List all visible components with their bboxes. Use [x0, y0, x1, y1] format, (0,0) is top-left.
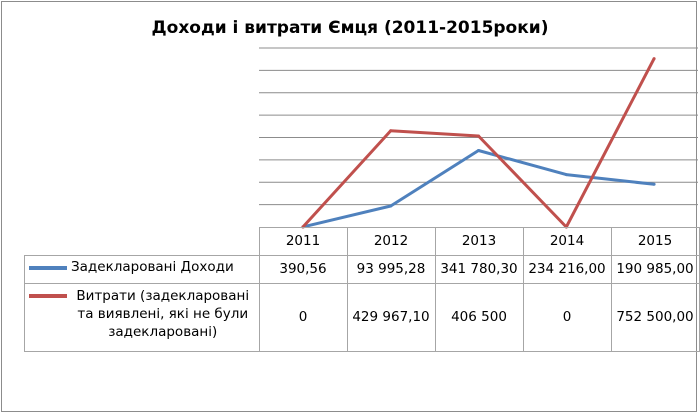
data-label: 390,56 [258, 254, 348, 284]
category-label: 2013 [434, 227, 524, 256]
data-point [477, 149, 480, 153]
data-label: 234 216,00 [522, 254, 612, 284]
data-table: 2011 2012 2013 2014 2015 Задекларовані Д… [24, 227, 700, 352]
category-label: 2011 [258, 227, 348, 256]
data-label: 0 [258, 282, 348, 352]
series-line-expenses [301, 57, 656, 229]
data-label: 0 [522, 282, 612, 352]
legend-label-income: Задекларовані Доходи [71, 258, 234, 275]
legend-line-expenses-icon [29, 293, 67, 298]
table-corner [24, 227, 260, 256]
data-label: 429 967,10 [346, 282, 436, 352]
data-point [652, 57, 656, 61]
data-label: 341 780,30 [434, 254, 524, 284]
category-row: 2011 2012 2013 2014 2015 [24, 227, 700, 256]
legend-entry-expenses: Витрати (задекларовані та виявлені, які … [24, 282, 260, 352]
category-label: 2015 [610, 227, 700, 256]
category-label: 2014 [522, 227, 612, 256]
data-label: 93 995,28 [346, 254, 436, 284]
legend-entry-income: Задекларовані Доходи [24, 254, 260, 284]
legend-line-income-icon [29, 265, 67, 270]
chart-title: Доходи і витрати Ємця (2011-2015роки) [151, 18, 549, 38]
data-point [564, 173, 568, 177]
data-point [652, 182, 656, 186]
data-point [389, 129, 393, 133]
data-label: 406 500 [434, 282, 524, 352]
series-row-income: Задекларовані Доходи 390,56 93 995,28 34… [24, 254, 700, 284]
series-row-expenses: Витрати (задекларовані та виявлені, які … [24, 282, 700, 352]
data-label: 190 985,00 [610, 254, 700, 284]
data-point [389, 204, 393, 208]
category-label: 2012 [346, 227, 436, 256]
data-point [477, 134, 480, 138]
legend-label-expenses: Витрати (задекларовані та виявлені, які … [76, 287, 250, 340]
data-label: 752 500,00 [610, 282, 700, 352]
